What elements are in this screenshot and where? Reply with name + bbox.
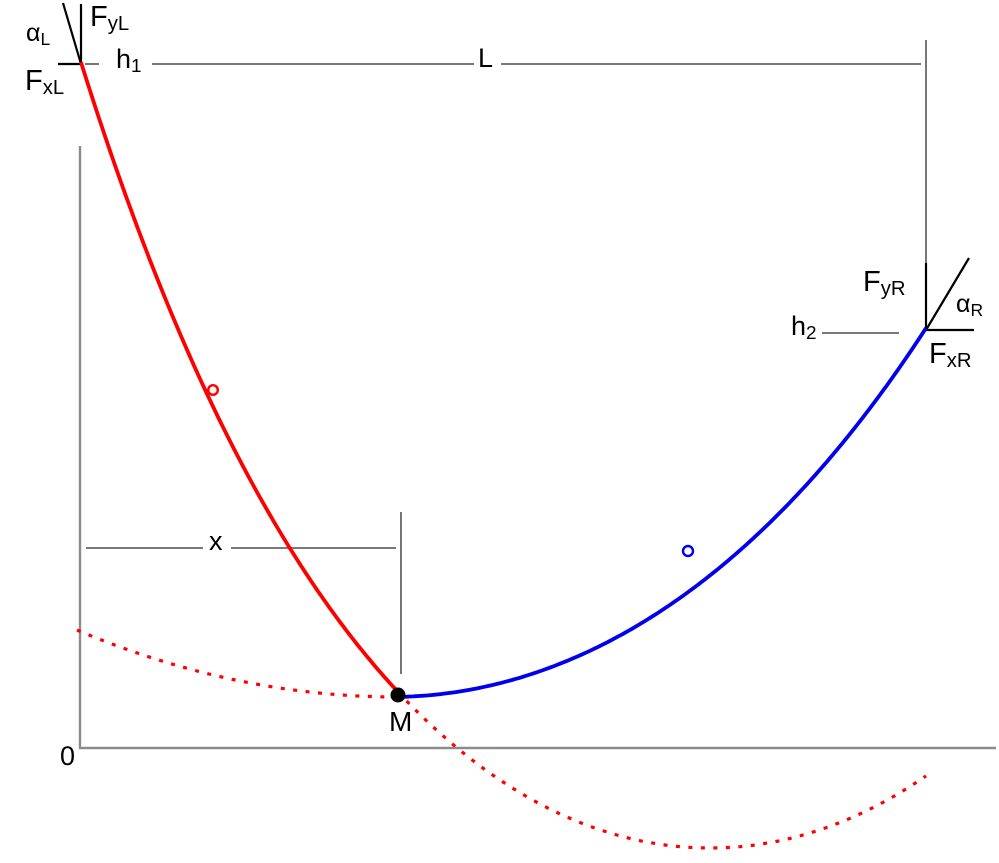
left-tangent-line	[61, 2, 83, 65]
x-main: x	[209, 526, 223, 556]
alpha-right-sub: R	[970, 299, 984, 320]
origin-main: 0	[60, 741, 76, 771]
fyl-main: F	[90, 1, 108, 33]
dotted-extension-right	[396, 690, 927, 850]
h1-sub: 1	[131, 55, 142, 77]
right-tangent-line	[925, 257, 970, 331]
dimension-and-force-lines-group	[58, 2, 974, 674]
M-main: M	[389, 706, 413, 737]
fxr-main: F	[929, 338, 947, 370]
fxl-sub: xL	[42, 77, 65, 100]
h2-dimension-label: h2	[791, 311, 817, 343]
h1-main: h	[116, 44, 132, 74]
fyr-sub: yR	[880, 278, 906, 301]
alpha-left-label: αL	[26, 19, 51, 49]
axes-group	[78, 146, 996, 750]
alpha-left-main: α	[26, 19, 41, 47]
blue-open-circle-marker	[681, 544, 695, 558]
h2-main: h	[791, 311, 807, 341]
fyr-main: F	[863, 266, 881, 298]
alpha-right-main: α	[956, 290, 971, 318]
fxr-sub: xR	[946, 350, 972, 373]
L-main: L	[478, 43, 494, 73]
alpha-right-label: αR	[956, 290, 984, 320]
right-cable-catenary	[398, 327, 928, 699]
point-markers-group	[206, 384, 695, 703]
force-fyl-label: FyL	[90, 1, 130, 36]
mass-point-M	[390, 687, 406, 703]
cable-curves-group	[76, 61, 928, 850]
span-L-dimension-label: L	[478, 45, 493, 72]
force-fxl-label: FxL	[25, 65, 65, 100]
h1-dimension-label: h1	[116, 44, 142, 76]
x-dimension-label: x	[209, 528, 223, 555]
h2-sub: 2	[806, 322, 817, 344]
origin-label: 0	[60, 743, 75, 770]
fyl-sub: yL	[107, 13, 130, 36]
alpha-left-sub: L	[40, 28, 51, 49]
red-open-circle-marker	[206, 384, 219, 397]
left-cable-catenary	[79, 61, 398, 691]
mass-point-label: M	[389, 708, 412, 736]
force-fyr-label: FyR	[863, 266, 906, 301]
dotted-extension-left	[76, 628, 398, 699]
fxl-main: F	[25, 65, 43, 97]
force-fxr-label: FxR	[929, 338, 972, 373]
